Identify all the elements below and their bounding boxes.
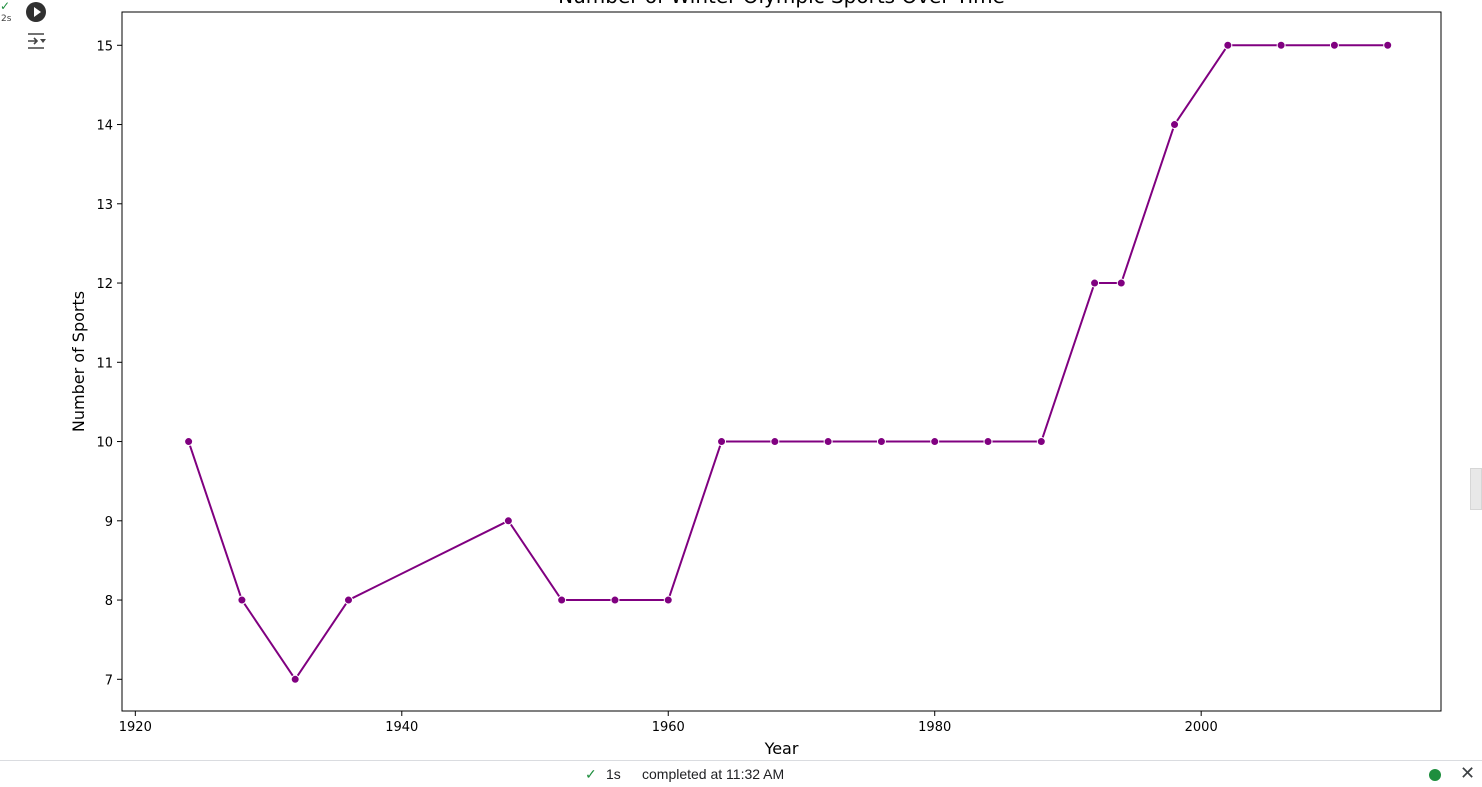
y-tick-label: 8	[105, 594, 113, 609]
x-tick-label: 1980	[918, 720, 951, 735]
data-point	[770, 437, 780, 447]
data-point	[1383, 40, 1393, 50]
data-point	[184, 437, 194, 447]
execution-check-icon: ✓	[0, 0, 11, 13]
y-tick-label: 7	[105, 673, 113, 688]
connection-status-icon	[1429, 769, 1441, 781]
cell-gutter: ✓ 2s	[0, 0, 60, 760]
y-tick-label: 11	[96, 356, 113, 371]
data-point	[1170, 120, 1180, 130]
data-point	[610, 595, 620, 605]
y-tick-label: 12	[96, 277, 113, 292]
scrollbar-thumb[interactable]	[1470, 468, 1482, 510]
data-point	[930, 437, 940, 447]
data-point	[290, 674, 300, 684]
run-cell-button[interactable]	[26, 2, 46, 22]
status-bar: ✓ 1s completed at 11:32 AM ✕	[0, 760, 1482, 787]
y-tick-label: 10	[96, 436, 113, 451]
x-tick-label: 1960	[652, 720, 685, 735]
data-point	[1090, 278, 1100, 288]
data-point	[823, 437, 833, 447]
chart-title: Number of Winter Olympic Sports Over Tim…	[558, 0, 1005, 8]
x-tick-label: 2000	[1185, 720, 1218, 735]
execution-time: 2s	[1, 14, 12, 24]
y-tick-label: 15	[96, 39, 113, 54]
data-point	[983, 437, 993, 447]
close-icon[interactable]: ✕	[1460, 763, 1476, 783]
x-tick-label: 1920	[119, 720, 152, 735]
data-point	[717, 437, 727, 447]
data-point	[1116, 278, 1126, 288]
y-tick-label: 13	[96, 198, 113, 213]
y-tick-label: 9	[105, 515, 113, 530]
data-point	[557, 595, 567, 605]
data-point	[1276, 40, 1286, 50]
data-point	[1329, 40, 1339, 50]
data-point	[663, 595, 673, 605]
series-line	[187, 44, 1388, 681]
x-tick-label: 1940	[385, 720, 418, 735]
status-completed-text: completed at 11:32 AM	[642, 766, 785, 782]
data-point	[503, 516, 513, 526]
output-toggle-icon[interactable]	[26, 30, 48, 52]
y-tick-label: 14	[96, 119, 113, 134]
data-point	[343, 595, 353, 605]
data-point	[1036, 437, 1046, 447]
data-point	[237, 595, 247, 605]
plot-frame	[121, 11, 1442, 712]
y-axis-label: Number of Sports	[69, 291, 88, 432]
x-axis-label: Year	[764, 739, 799, 758]
data-point	[1223, 40, 1233, 50]
status-duration: 1s	[606, 766, 621, 782]
status-check-icon: ✓	[585, 766, 597, 782]
data-point	[876, 437, 886, 447]
